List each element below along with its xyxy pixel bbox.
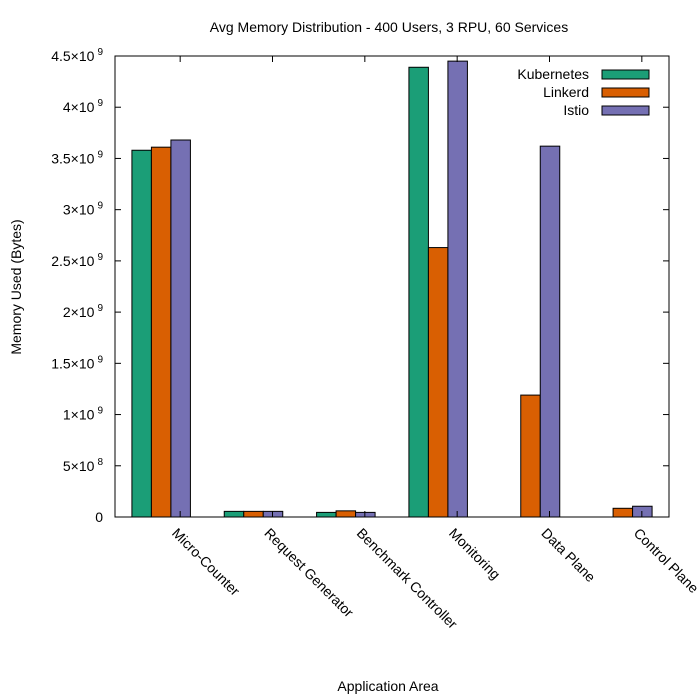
y-tick-label: 5×10 8 [63, 457, 104, 474]
x-tick-label: Micro-Counter [169, 525, 243, 599]
y-tick-label: 3×10 9 [63, 201, 104, 218]
bar-linkerd [150, 146, 172, 518]
bar-istio [170, 139, 191, 518]
x-tick-label: Control Plane [631, 525, 700, 596]
y-tick-label: 0 [95, 509, 103, 525]
y-tick-label: 1×10 9 [63, 406, 104, 423]
bars [131, 60, 653, 518]
y-tick-label: 1.5×10 9 [51, 354, 103, 371]
x-tick-label: Benchmark Controller [354, 525, 461, 632]
bar-kubernetes [408, 66, 429, 518]
y-axis: 0 5×10 8 1×10 9 1.5×10 9 2×10 9 2.5×10 9 3×10 9 3.5×1… [51, 47, 669, 525]
bar-kubernetes [316, 511, 337, 518]
x-tick-label: Monitoring [446, 525, 504, 583]
legend-swatch [601, 69, 650, 80]
legend-label: Istio [563, 102, 589, 118]
legend-swatch [601, 87, 650, 98]
bar-kubernetes [223, 510, 245, 518]
y-axis-label: Memory Used (Bytes) [8, 219, 24, 354]
chart-title: Avg Memory Distribution - 400 Users, 3 R… [210, 19, 568, 35]
x-axis-label: Application Area [337, 678, 438, 694]
legend-swatch [601, 105, 650, 116]
bar-linkerd [520, 394, 541, 518]
y-tick-label: 2×10 9 [63, 303, 104, 320]
bar-linkerd [427, 247, 449, 518]
legend-label: Kubernetes [517, 66, 589, 82]
x-tick-label: Data Plane [538, 525, 598, 585]
bar-linkerd [335, 510, 357, 518]
bar-kubernetes [131, 149, 152, 518]
x-tick-label: Request Generator [261, 525, 357, 621]
plot-frame [114, 55, 670, 518]
bar-istio [539, 145, 561, 518]
bar-linkerd [243, 510, 264, 518]
bar-istio [447, 60, 468, 518]
y-tick-label: 4×10 9 [63, 98, 104, 115]
legend-label: Linkerd [543, 84, 589, 100]
y-tick-label: 4.5×10 9 [51, 47, 103, 64]
y-tick-label: 3.5×10 9 [51, 149, 103, 166]
y-tick-label: 2.5×10 9 [51, 252, 103, 269]
bar-linkerd [612, 507, 634, 518]
legend: Kubernetes Linkerd Istio [517, 66, 650, 118]
